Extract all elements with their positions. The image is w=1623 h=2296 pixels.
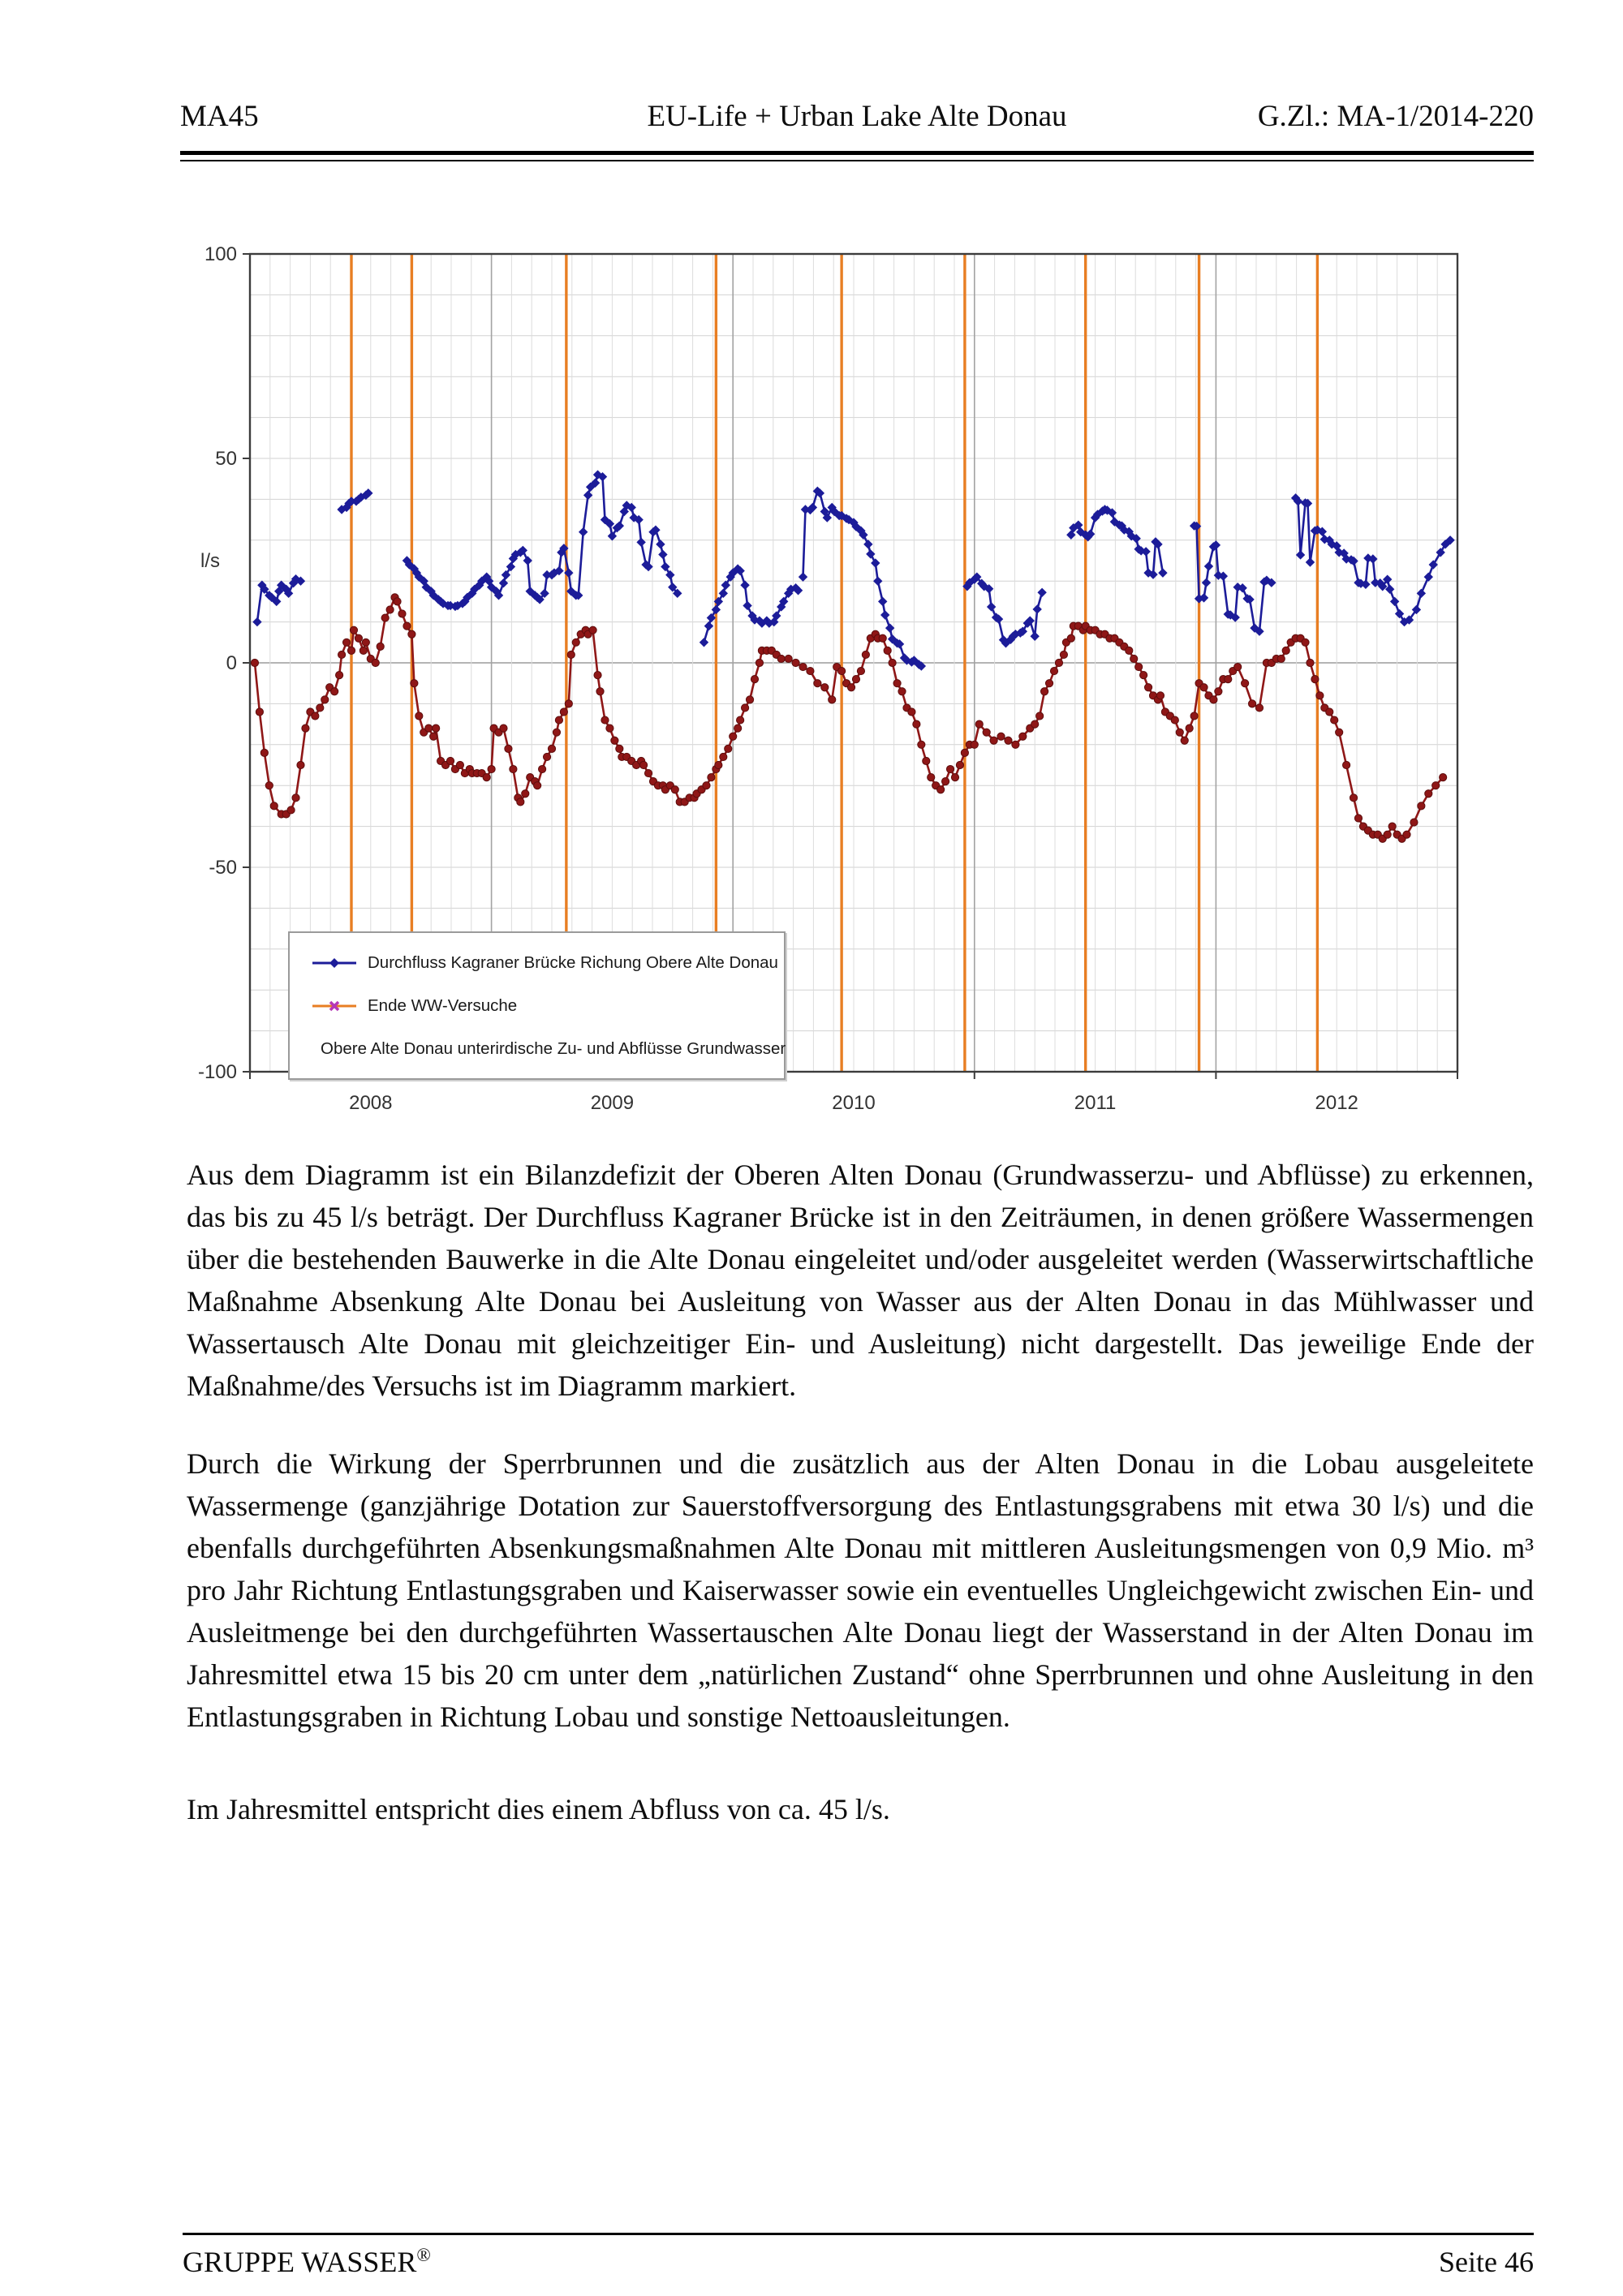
header-department: MA45 [180,100,259,133]
page-header: MA45 EU-Life + Urban Lake Alte Donau G.Z… [180,99,1534,161]
chart-canvas: 100 50 0 -50 -100 2008 2009 2010 2011 2012 l/s [198,243,1459,1114]
svg-text:-50: -50 [209,857,237,879]
flow-balance-chart: 100 50 0 -50 -100 2008 2009 2010 2011 2012 l/s Dur… [183,199,1461,1132]
legend-label: Obere Alte Donau unterirdische Zu- und A… [321,1038,786,1058]
header-file-number: G.Zl.: MA-1/2014-220 [1257,100,1534,133]
svg-text:2009: 2009 [591,1092,634,1114]
svg-text:-100: -100 [198,1061,237,1083]
page-footer: GRUPPE WASSER® Seite 46 [183,2233,1534,2279]
paragraph-2: Durch die Wirkung der Sperrbrunnen und d… [187,1447,1534,1733]
svg-text:2010: 2010 [832,1092,875,1114]
footer-brand: GRUPPE WASSER® [183,2245,431,2278]
legend-item-ende-ww-versuche: Ende WW-Versuche [311,996,784,1016]
registered-trademark-icon: ® [416,2245,431,2265]
legend-item-durchfluss: Durchfluss Kagraner Brücke Richung Obere… [311,953,784,973]
header-rule [180,151,1534,161]
svg-text:0: 0 [226,652,237,674]
paragraph-1: Aus dem Diagramm ist ein Bilanzdefizit d… [187,1159,1534,1402]
header-title: EU-Life + Urban Lake Alte Donau [647,100,1067,133]
paragraph-3: Im Jahresmittel entspricht dies einem Ab… [187,1793,890,1825]
svg-text:l/s: l/s [200,550,220,572]
svg-text:2008: 2008 [349,1092,392,1114]
body-text: Aus dem Diagramm ist ein Bilanzdefizit d… [187,1154,1534,1866]
chart-legend: Durchfluss Kagraner Brücke Richung Obere… [288,931,786,1080]
line-x-marker-icon [312,1000,356,1011]
svg-text:2012: 2012 [1315,1092,1358,1114]
svg-text:2011: 2011 [1074,1092,1117,1114]
legend-item-grundwasser: Obere Alte Donau unterirdische Zu- und A… [311,1038,786,1059]
line-diamond-marker-icon [312,957,356,968]
footer-page-number: Seite 46 [1439,2246,1534,2278]
legend-label: Ende WW-Versuche [368,995,518,1015]
svg-text:50: 50 [215,448,237,470]
svg-text:100: 100 [204,243,237,265]
legend-label: Durchfluss Kagraner Brücke Richung Obere… [368,952,778,972]
